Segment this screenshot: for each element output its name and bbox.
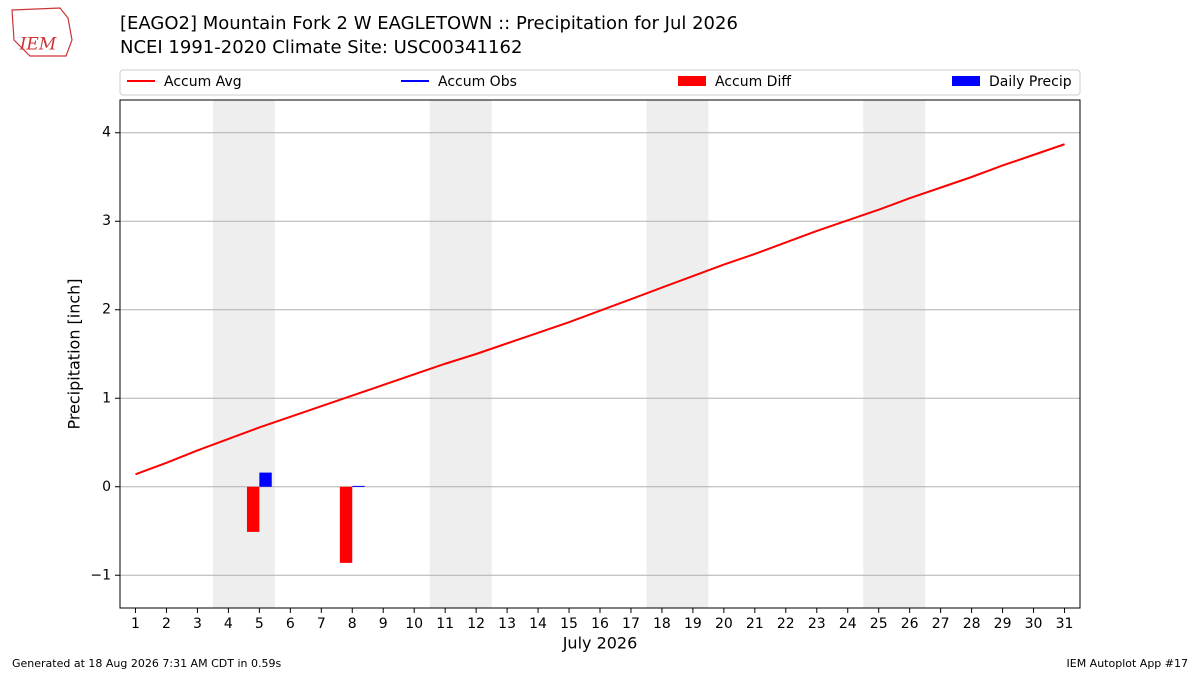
x-tick-label: 19 [684, 616, 702, 632]
bar [339, 486, 353, 563]
x-tick-label: 31 [1056, 616, 1074, 632]
weekend-shade [863, 100, 926, 608]
series-line [135, 143, 1065, 476]
x-tick-label: 4 [224, 616, 233, 632]
x-tick-label: 23 [808, 616, 826, 632]
x-tick-label: 28 [963, 616, 981, 632]
x-tick-label: 27 [932, 616, 950, 632]
x-tick-label: 15 [560, 616, 578, 632]
x-tick-label: 12 [467, 616, 485, 632]
x-tick-label: 21 [746, 616, 764, 632]
x-tick-label: 20 [715, 616, 733, 632]
weekend-shade [429, 100, 492, 608]
legend-label: Daily Precip [989, 74, 1072, 90]
x-tick-label: 8 [348, 616, 357, 632]
y-tick-label: 2 [102, 302, 111, 318]
x-axis-label: July 2026 [562, 634, 638, 653]
bar [259, 472, 272, 487]
x-tick-label: 29 [994, 616, 1012, 632]
legend-label: Accum Avg [164, 74, 242, 90]
y-tick-label: −1 [90, 567, 111, 583]
legend-label: Accum Obs [438, 74, 517, 90]
x-tick-label: 10 [405, 616, 423, 632]
bar [352, 485, 365, 487]
footer-right: IEM Autoplot App #17 [1067, 657, 1189, 670]
logo: IEM [11, 7, 73, 57]
logo-text: IEM [19, 35, 57, 55]
legend-box [119, 69, 1081, 96]
x-tick-label: 30 [1025, 616, 1043, 632]
x-tick-label: 3 [193, 616, 202, 632]
chart-title: [EAGO2] Mountain Fork 2 W EAGLETOWN :: P… [120, 13, 738, 34]
x-tick-label: 6 [286, 616, 295, 632]
x-tick-label: 1 [131, 616, 140, 632]
y-tick-label: 0 [102, 479, 111, 495]
x-tick-label: 11 [436, 616, 454, 632]
legend-swatch [678, 76, 706, 86]
chart-subtitle: NCEI 1991-2020 Climate Site: USC00341162 [120, 37, 522, 58]
x-tick-label: 5 [255, 616, 264, 632]
plot-frame [119, 99, 1081, 609]
y-tick-label: 1 [102, 390, 111, 406]
y-axis-label: Precipitation [inch] [65, 278, 84, 429]
x-tick-label: 14 [529, 616, 547, 632]
x-tick-label: 9 [379, 616, 388, 632]
x-tick-label: 17 [622, 616, 640, 632]
x-tick-label: 16 [591, 616, 609, 632]
x-tick-label: 22 [777, 616, 795, 632]
legend-swatch [952, 76, 980, 86]
weekend-shade [212, 100, 275, 608]
y-tick-label: 4 [102, 125, 111, 141]
x-tick-label: 18 [653, 616, 671, 632]
y-tick-label: 3 [102, 213, 111, 229]
legend-label: Accum Diff [715, 74, 791, 90]
x-tick-label: 25 [870, 616, 888, 632]
footer-left: Generated at 18 Aug 2026 7:31 AM CDT in … [12, 657, 281, 670]
x-tick-label: 24 [839, 616, 857, 632]
x-tick-label: 2 [162, 616, 171, 632]
x-tick-label: 7 [317, 616, 326, 632]
bar [246, 486, 260, 532]
x-tick-label: 26 [901, 616, 919, 632]
x-tick-label: 13 [498, 616, 516, 632]
weekend-shade [646, 100, 709, 608]
